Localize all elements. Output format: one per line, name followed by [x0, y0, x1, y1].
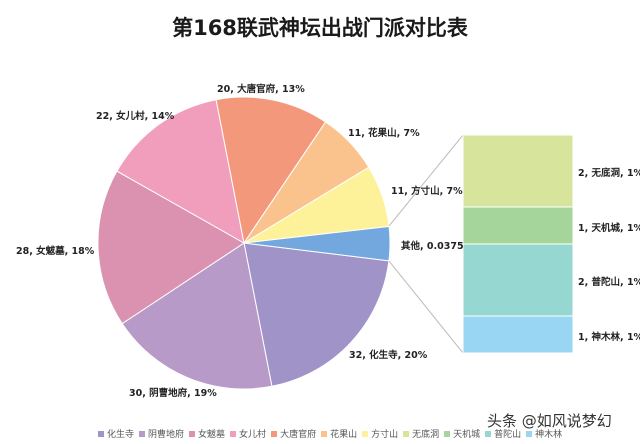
legend-swatch-icon: [403, 430, 410, 437]
bar-tianjicheng[interactable]: [462, 206, 574, 245]
label-tianjicheng: 1, 天机城, 1%: [578, 223, 640, 234]
label-fangcunshan: 11, 方寸山, 7%: [391, 186, 463, 197]
connector-line-bottom: [388, 260, 464, 354]
legend-item[interactable]: 花果山: [321, 427, 357, 440]
legend-swatch-icon: [139, 430, 146, 437]
label-other: 其他, 0.0375: [401, 241, 464, 252]
legend-swatch-icon: [444, 430, 451, 437]
label-nvercun: 22, 女儿村, 14%: [96, 111, 175, 122]
legend: 化生寺 阴曹地府 女魃墓 女儿村 大唐官府 花果山 方寸山 无底洞 天机城 普陀…: [98, 427, 562, 440]
connector-line-top: [388, 134, 464, 227]
watermark: 头条 @如风说梦幻: [487, 412, 612, 430]
legend-swatch-icon: [230, 430, 237, 437]
legend-item[interactable]: 神木林: [526, 427, 562, 440]
label-huashengsi: 32, 化生寺, 20%: [349, 350, 428, 361]
label-wudidong: 2, 无底洞, 1%: [578, 168, 640, 179]
legend-item[interactable]: 无底洞: [403, 427, 439, 440]
legend-swatch-icon: [485, 430, 492, 437]
slice-other[interactable]: [243, 225, 391, 262]
legend-swatch-icon: [98, 430, 104, 437]
chart-title: 第168联武神坛出战门派对比表: [172, 16, 468, 40]
slice-huashengsi[interactable]: [243, 242, 390, 387]
bar-putuoshan[interactable]: [462, 243, 574, 317]
label-putuoshan: 2, 普陀山, 1%: [578, 277, 640, 288]
slice-datangguanfu[interactable]: [215, 96, 327, 245]
legend-item[interactable]: 阴曹地府: [139, 427, 184, 440]
legend-swatch-icon: [321, 430, 328, 437]
label-yincaodifu: 30, 阴曹地府, 19%: [129, 388, 217, 399]
slice-nvercun[interactable]: [116, 99, 245, 244]
legend-swatch-icon: [526, 430, 533, 437]
legend-item[interactable]: 女儿村: [230, 427, 266, 440]
slice-yincaodifu[interactable]: [121, 242, 273, 390]
legend-swatch-icon: [271, 430, 278, 437]
legend-item[interactable]: 方寸山: [362, 427, 398, 440]
bar-wudidong[interactable]: [462, 134, 574, 208]
label-nvbamu: 28, 女魃墓, 18%: [16, 246, 95, 257]
legend-item[interactable]: 大唐官府: [271, 427, 316, 440]
legend-swatch-icon: [362, 430, 369, 437]
label-shenmulin: 1, 神木林, 1%: [578, 332, 640, 343]
bar-shenmulin[interactable]: [462, 315, 574, 354]
legend-item[interactable]: 天机城: [444, 427, 480, 440]
legend-item[interactable]: 女魃墓: [189, 427, 225, 440]
slice-nvbamu[interactable]: [97, 170, 245, 325]
legend-swatch-icon: [189, 430, 196, 437]
label-datangguanfu: 20, 大唐官府, 13%: [217, 84, 305, 95]
legend-item[interactable]: 普陀山: [485, 427, 521, 440]
label-huaguoshan: 11, 花果山, 7%: [348, 128, 420, 139]
legend-item[interactable]: 化生寺: [98, 427, 134, 440]
